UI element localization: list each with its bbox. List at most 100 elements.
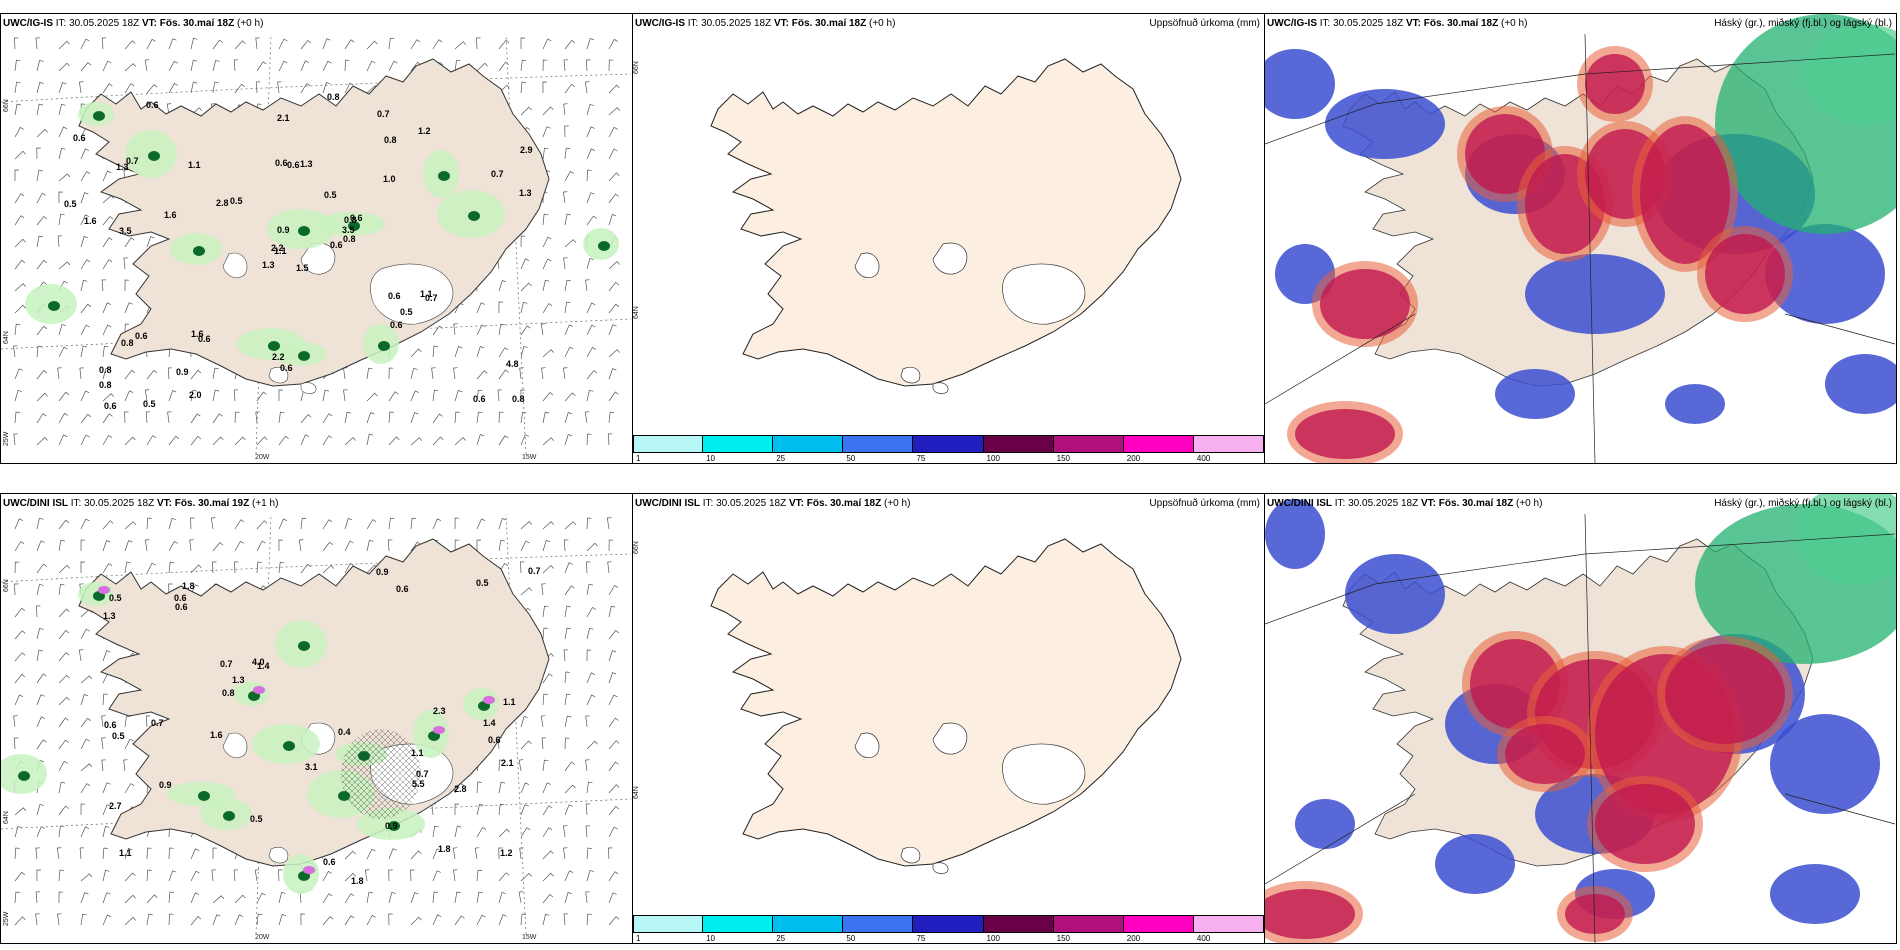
wind-barb — [36, 147, 41, 160]
wind-barb — [476, 518, 486, 530]
model-name: UWC/IG-IS — [1267, 18, 1317, 29]
wind-barb — [520, 715, 529, 728]
wind-barb — [564, 585, 575, 596]
wind-barb — [80, 413, 92, 424]
wind-barb — [80, 892, 89, 904]
wind-barb — [168, 435, 180, 446]
cloud-title: Háský (gr.), miðský (fj.bl.) og lágský (… — [1714, 498, 1892, 509]
precip-value-label: 1.5 — [296, 263, 309, 273]
wind-barb — [542, 605, 549, 618]
precip-heavy-core — [468, 211, 480, 221]
wind-barb — [432, 413, 443, 424]
precip-value-label: 2.1 — [501, 758, 514, 768]
wind-barb — [102, 237, 113, 248]
wind-barb — [542, 147, 549, 160]
precip-value-label: 0.8 — [121, 338, 134, 348]
wind-barb — [36, 59, 44, 72]
wind-barb — [80, 518, 90, 530]
precip-value-label: 0.8 — [222, 688, 235, 698]
wind-barb — [124, 83, 135, 94]
map-cloud-row1 — [1265, 14, 1896, 463]
wind-barb — [366, 433, 374, 446]
low-cloud-area — [1435, 834, 1515, 894]
precip-heavy-core — [388, 821, 400, 831]
wind-barb — [520, 325, 531, 336]
wind-barb — [234, 540, 244, 552]
panel-wind-precip-row2: UWC/DINI ISL IT: 30.05.2025 18Z VT: Fös.… — [0, 493, 633, 944]
wind-barb — [14, 37, 19, 50]
wind-barb — [300, 414, 312, 424]
wind-barb — [322, 38, 331, 50]
lead-time: (+0 h) — [1501, 18, 1528, 29]
precip-value-label: 0.6 — [104, 401, 117, 411]
wind-barb — [256, 520, 268, 530]
wind-barb — [344, 59, 350, 72]
wind-barb — [476, 827, 487, 838]
wind-barb — [80, 148, 90, 160]
precip-value-label: 1.0 — [383, 174, 396, 184]
precip-value-label: 0.6 — [488, 735, 501, 745]
wind-barb — [563, 367, 568, 380]
wind-barb — [520, 235, 526, 248]
precip-heavy-core — [268, 341, 280, 351]
wind-barb — [233, 389, 239, 402]
mid-high-overlap-area — [1265, 889, 1355, 939]
wind-barb — [123, 759, 128, 772]
wind-barb — [366, 891, 373, 904]
projection-line — [1265, 793, 1416, 885]
mid-high-overlap-area — [1640, 124, 1730, 264]
glacier-outline — [900, 846, 921, 864]
wind-barb — [102, 892, 111, 904]
wind-barb — [233, 59, 239, 72]
wind-barb — [344, 872, 356, 882]
wind-barb — [58, 869, 64, 882]
wind-barb — [58, 739, 69, 750]
wind-barb — [102, 170, 112, 182]
wind-barb — [14, 807, 27, 816]
wind-barb — [520, 282, 532, 292]
wind-barb — [168, 847, 174, 860]
precip-value-label: 0.7 — [126, 156, 139, 166]
wind-barb — [608, 391, 619, 402]
wind-barb — [608, 805, 620, 816]
vt-label: VT: — [156, 498, 172, 509]
precip-value-label: 0.9 — [376, 567, 389, 577]
wind-barb — [520, 740, 532, 750]
precip-value-label: 0.6 — [174, 593, 187, 603]
wind-barb — [564, 125, 569, 138]
wind-barb — [123, 257, 128, 270]
colorbar-tick-label: 50 — [846, 454, 856, 463]
precip-value-label: 0.9 — [159, 780, 172, 790]
colorbar-swatch — [773, 915, 844, 933]
wind-barb — [190, 369, 202, 380]
wind-barb — [476, 346, 485, 358]
wind-barb — [432, 518, 442, 530]
colorbar-swatch — [983, 435, 1054, 453]
wind-barb — [585, 279, 590, 292]
valid-time: Fös. 30.maí 19Z — [174, 498, 250, 509]
projection-line — [1784, 313, 1896, 345]
precip-value-label: 0.6 — [330, 240, 343, 250]
wind-barb — [102, 60, 112, 72]
wind-barb — [564, 434, 573, 446]
wind-barb — [80, 913, 87, 926]
colorbar-frame — [633, 915, 1264, 933]
wind-barb — [168, 583, 173, 596]
wind-barb — [586, 324, 596, 336]
wind-barb — [410, 850, 422, 860]
precip-value-label: 4.8 — [506, 359, 519, 369]
mid-high-overlap-area — [1565, 894, 1625, 934]
wind-barb — [36, 192, 46, 204]
wind-barb — [124, 872, 136, 882]
wind-barb — [410, 869, 415, 882]
wind-barb — [344, 540, 354, 552]
wind-barb — [498, 347, 509, 358]
wind-barb — [520, 913, 527, 926]
graticule-lat-64 — [1, 318, 632, 350]
wind-barb — [564, 804, 573, 816]
precip-heavy-core — [283, 741, 295, 751]
graticule-lat-64 — [1, 798, 632, 830]
colorbar-swatch — [703, 435, 774, 453]
wind-barb — [58, 583, 65, 596]
low-cloud-area — [1265, 49, 1335, 119]
